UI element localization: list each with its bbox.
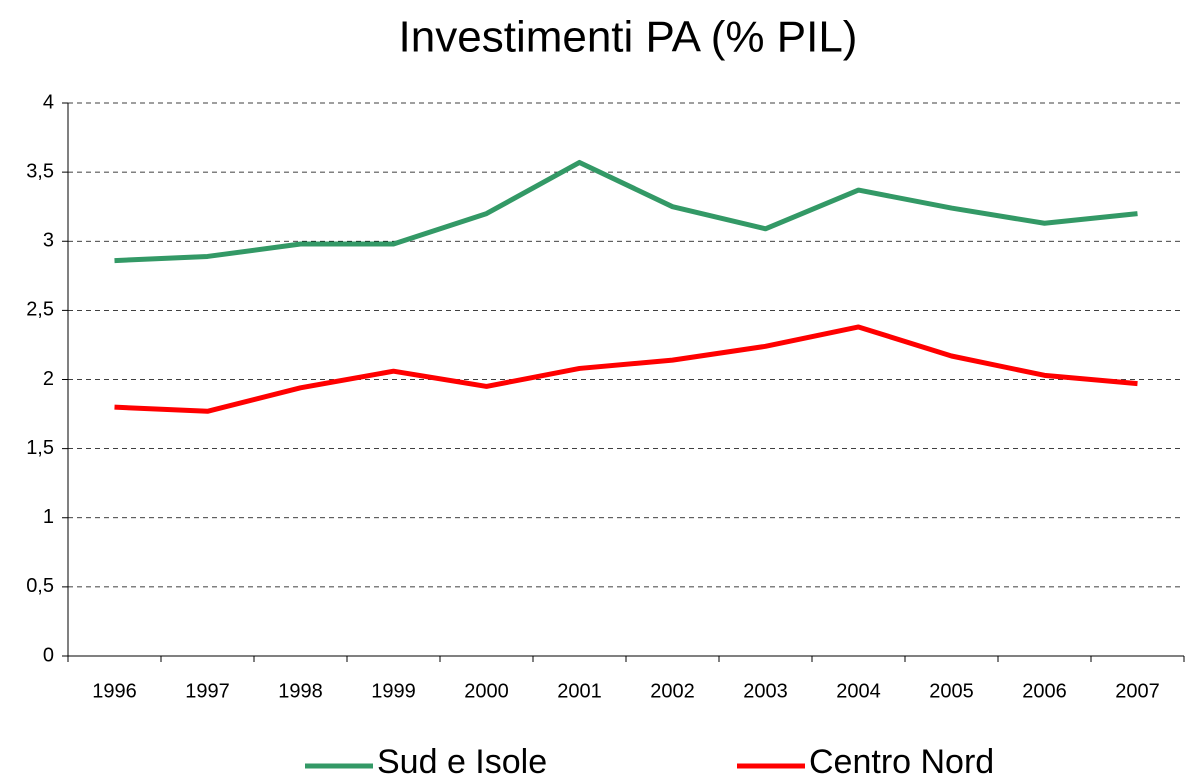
- y-tick-label: 3: [43, 230, 54, 252]
- y-tick-label: 3,5: [26, 160, 54, 182]
- x-tick-label: 1998: [278, 680, 323, 702]
- legend-label: Sud e Isole: [377, 743, 547, 778]
- y-tick-label: 0,5: [26, 575, 54, 597]
- y-tick-label: 1: [43, 506, 54, 528]
- series-line: [114, 159, 1138, 264]
- x-tick-label: 2001: [557, 680, 602, 702]
- y-tick-label: 2: [43, 368, 54, 390]
- y-tick-label: 1,5: [26, 437, 54, 459]
- x-tick-label: 2005: [929, 680, 974, 702]
- x-tick-label: 1997: [185, 680, 230, 702]
- chart-title: Investimenti PA (% PIL): [399, 13, 858, 62]
- series-line: [114, 324, 1138, 414]
- y-tick-label: 4: [43, 91, 54, 113]
- x-tick-label: 2004: [836, 680, 881, 702]
- x-tick-label: 2006: [1022, 680, 1067, 702]
- x-tick-label: 1996: [92, 680, 137, 702]
- x-tick-label: 2002: [650, 680, 695, 702]
- y-tick-label: 0: [43, 644, 54, 666]
- y-tick-label: 2,5: [26, 299, 54, 321]
- x-tick-label: 1999: [371, 680, 416, 702]
- x-tick-label: 2007: [1115, 680, 1160, 702]
- x-tick-label: 2000: [464, 680, 509, 702]
- x-tick-label: 2003: [743, 680, 788, 702]
- legend-label: Centro Nord: [809, 743, 994, 778]
